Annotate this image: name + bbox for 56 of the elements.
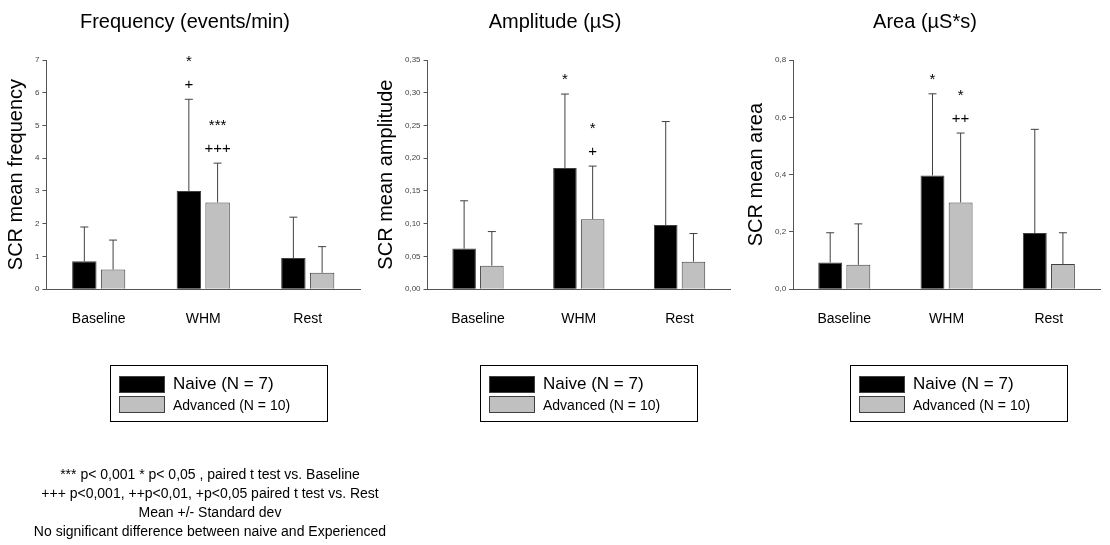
chart-title: Frequency (events/min) (78, 10, 292, 33)
y-tick-label: 0,6 (775, 112, 787, 122)
y-axis-title: SCR mean frequency (3, 79, 26, 271)
y-tick-label: 0,4 (775, 169, 787, 179)
text: Mean +/- Standard dev (137, 503, 283, 522)
y-tick-label: 0,30 (404, 87, 422, 97)
y-tick-label: 0,00 (404, 284, 422, 294)
annotation: * (185, 52, 192, 70)
x-tick-label: Rest (293, 310, 323, 327)
x-tick-label: Baseline (451, 310, 506, 327)
legend-label: Naive (N = 7) (913, 374, 1014, 394)
y-tick-label: 7 (35, 55, 40, 65)
legend-label: Advanced (N = 10) (543, 396, 661, 413)
y-tick-label: 4 (35, 153, 40, 163)
annotation: + (588, 142, 598, 160)
annotation: ++ (951, 109, 970, 127)
y-axis-title: SCR mean amplitude (373, 79, 396, 270)
y-tick-label: 0,10 (404, 218, 422, 228)
legend-label: Naive (N = 7) (543, 374, 644, 394)
y-axis-title: SCR mean area (743, 102, 766, 247)
annotation: * (929, 69, 936, 87)
x-tick-label: Baseline (71, 310, 126, 327)
y-tick-label: 1 (35, 251, 40, 261)
annotation: * (562, 70, 568, 88)
x-tick-label: Rest (1034, 310, 1064, 327)
chart-title: Amplitude (µS) (487, 10, 623, 33)
y-tick-label: 2 (35, 218, 40, 228)
y-tick-label: 3 (35, 186, 40, 196)
legend-label: Advanced (N = 10) (173, 396, 291, 413)
y-tick-label: 0,25 (404, 120, 422, 130)
y-tick-label: 0 (35, 284, 40, 294)
annotation: +++ (204, 139, 231, 157)
annotation: * (589, 119, 596, 137)
annotation: * (957, 86, 964, 104)
y-tick-label: 5 (35, 120, 40, 130)
y-tick-label: 0,0 (775, 284, 787, 294)
y-tick-label: 6 (35, 87, 40, 97)
legend-label: Naive (N = 7) (173, 374, 274, 394)
chart-title: Area (µS*s) (872, 10, 978, 33)
y-tick-label: 0,35 (404, 55, 422, 65)
x-tick-label: Baseline (817, 310, 872, 327)
text: +++ p<0,001, ++p<0,01, +p<0,05 paired t test vs. Rest (40, 484, 380, 503)
annotation: *** (208, 116, 227, 134)
x-tick-label: Rest (665, 310, 695, 327)
text: No significant difference between naive and Experienced (32, 522, 388, 541)
y-tick-label: 0,20 (404, 153, 422, 163)
annotation: + (184, 75, 194, 93)
x-tick-label: WHM (929, 310, 965, 327)
y-tick-label: 0,15 (404, 186, 422, 196)
y-tick-label: 0,05 (404, 251, 422, 261)
x-tick-label: WHM (185, 310, 221, 327)
x-tick-label: WHM (561, 310, 597, 327)
y-tick-label: 0,2 (775, 227, 787, 237)
text: *** p< 0,001 * p< 0,05 , paired t test vs. Baseline (59, 465, 361, 484)
y-tick-label: 0,8 (775, 55, 787, 65)
legend-label: Advanced (N = 10) (913, 396, 1031, 413)
